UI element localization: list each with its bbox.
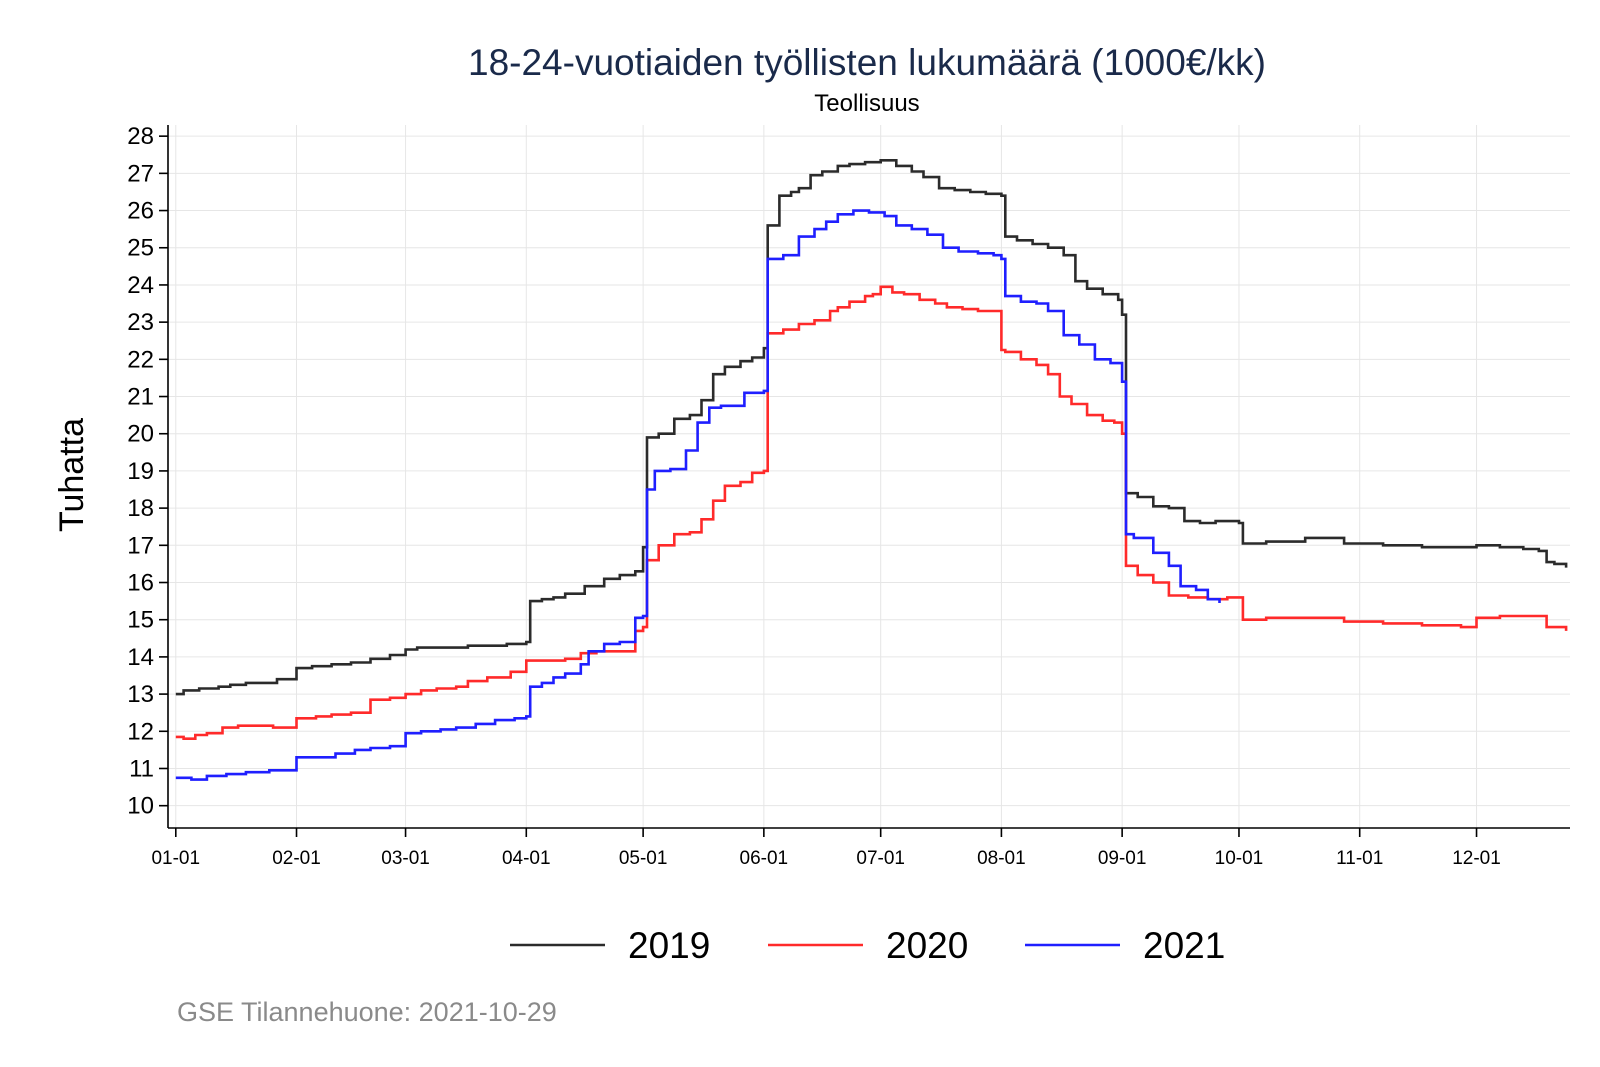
series-line-2021 bbox=[175, 209, 1221, 781]
series-group bbox=[175, 159, 1568, 781]
legend-label-2019: 2019 bbox=[628, 925, 710, 966]
legend: 2019 2020 2021 bbox=[510, 925, 1225, 966]
x-tick-label: 04-01 bbox=[502, 848, 551, 869]
source-caption: GSE Tilannehuone: 2021-10-29 bbox=[177, 997, 557, 1027]
x-tick-label: 08-01 bbox=[977, 848, 1026, 869]
legend-label-2020: 2020 bbox=[886, 925, 968, 966]
x-tick-label: 06-01 bbox=[740, 848, 789, 869]
y-tick-label: 27 bbox=[127, 160, 154, 187]
y-tick-label: 15 bbox=[127, 607, 154, 634]
x-tick-label: 05-01 bbox=[619, 848, 668, 869]
y-ticks: 10 11 12 13 14 15 16 17 18 19 20 21 22 23 24 25 26 27 28 bbox=[127, 123, 168, 820]
y-tick-label: 28 bbox=[127, 123, 154, 150]
series-line-2020 bbox=[175, 285, 1568, 740]
y-tick-label: 19 bbox=[127, 458, 154, 485]
y-tick-label: 11 bbox=[129, 755, 154, 782]
chart-subtitle: Teollisuus bbox=[814, 90, 919, 117]
x-ticks: 01-01 02-01 03-01 04-01 05-01 06-01 07-01 08-01… bbox=[151, 828, 1501, 869]
y-axis-label: Tuhatta bbox=[53, 418, 91, 532]
y-tick-label: 25 bbox=[127, 235, 154, 262]
y-tick-label: 13 bbox=[127, 681, 154, 708]
grid bbox=[168, 125, 1570, 828]
y-tick-label: 14 bbox=[127, 644, 154, 671]
x-tick-label: 09-01 bbox=[1098, 848, 1147, 869]
y-tick-label: 16 bbox=[127, 570, 154, 597]
y-tick-label: 20 bbox=[127, 421, 154, 448]
y-tick-label: 12 bbox=[127, 718, 154, 745]
x-tick-label: 02-01 bbox=[272, 848, 321, 869]
axes bbox=[167, 125, 1570, 829]
x-tick-label: 11-01 bbox=[1336, 848, 1383, 869]
y-tick-label: 21 bbox=[127, 384, 154, 411]
x-tick-label: 01-01 bbox=[151, 848, 200, 869]
x-tick-label: 07-01 bbox=[856, 848, 905, 869]
x-tick-label: 03-01 bbox=[381, 848, 430, 869]
chart-title: 18-24-vuotiaiden työllisten lukumäärä (1… bbox=[468, 42, 1266, 83]
y-tick-label: 23 bbox=[127, 309, 154, 336]
legend-label-2021: 2021 bbox=[1143, 925, 1225, 966]
series-line-2019 bbox=[175, 159, 1568, 696]
y-tick-label: 22 bbox=[127, 346, 154, 373]
y-tick-label: 17 bbox=[127, 532, 154, 559]
x-tick-label: 12-01 bbox=[1452, 848, 1501, 869]
y-tick-label: 26 bbox=[127, 198, 154, 225]
y-tick-label: 10 bbox=[127, 793, 154, 820]
y-tick-label: 24 bbox=[127, 272, 154, 299]
x-tick-label: 10-01 bbox=[1215, 848, 1264, 869]
y-tick-label: 18 bbox=[127, 495, 154, 522]
